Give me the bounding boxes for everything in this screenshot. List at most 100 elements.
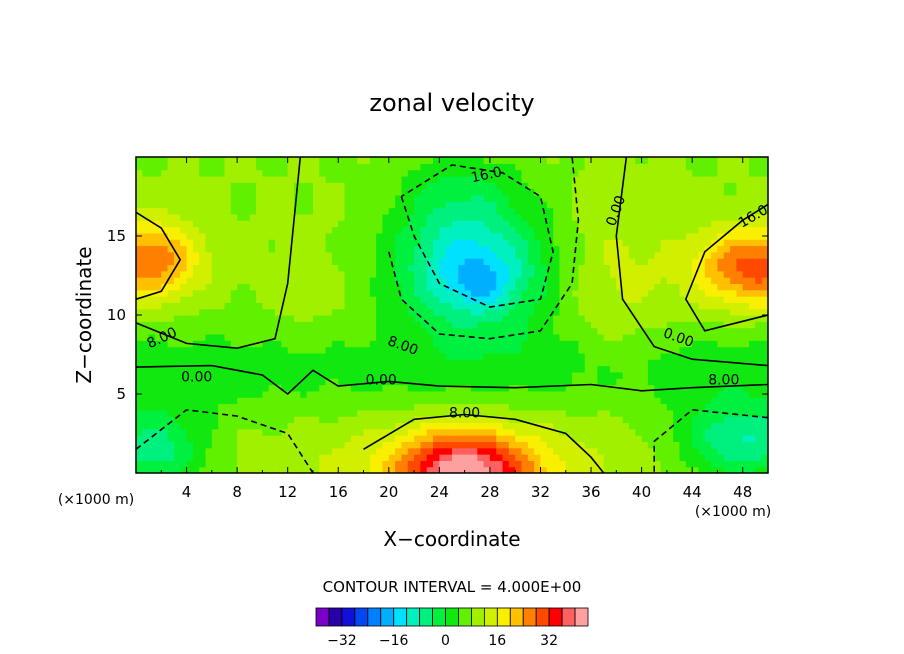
field-cell (559, 321, 567, 329)
field-cell (300, 188, 308, 196)
field-cell (673, 390, 681, 398)
field-cell (521, 365, 529, 373)
field-cell (338, 346, 346, 354)
field-cell (755, 201, 763, 209)
field-cell (218, 435, 226, 442)
field-cell (161, 321, 169, 329)
field-cell (717, 384, 725, 392)
field-cell (205, 371, 213, 379)
field-cell (483, 213, 491, 221)
field-cell (433, 435, 440, 442)
field-cell (521, 201, 529, 209)
field-cell (192, 245, 200, 253)
field-cell (211, 308, 219, 316)
field-cell (199, 245, 207, 253)
field-cell (312, 213, 320, 221)
field-cell (521, 220, 529, 228)
field-cell (489, 239, 497, 247)
field-cell (211, 321, 219, 329)
field-cell (749, 157, 756, 164)
field-cell (546, 466, 554, 473)
field-cell (470, 384, 478, 392)
field-cell (755, 245, 763, 253)
field-cell (420, 264, 428, 272)
field-cell (527, 226, 535, 234)
field-cell (565, 397, 573, 405)
field-cell (363, 384, 371, 392)
field-cell (401, 258, 409, 266)
field-cell (534, 333, 542, 341)
field-cell (553, 169, 561, 177)
field-cell (439, 409, 447, 417)
field-cell (294, 270, 301, 278)
field-cell (730, 447, 737, 455)
field-cell (755, 365, 763, 373)
field-cell (388, 251, 396, 259)
field-cell (218, 163, 226, 171)
field-cell (477, 441, 485, 449)
field-cell (477, 359, 485, 367)
field-cell (584, 428, 592, 436)
field-cell (591, 447, 598, 455)
field-cell (635, 416, 643, 424)
field-cell (148, 333, 156, 341)
field-cell (230, 384, 238, 392)
field-cell (433, 403, 440, 411)
field-cell (521, 435, 529, 442)
field-cell (154, 283, 162, 291)
field-cell (395, 346, 403, 354)
field-cell (597, 327, 605, 335)
field-cell (382, 352, 390, 360)
field-cell (717, 175, 725, 183)
field-cell (262, 182, 270, 190)
field-cell (666, 447, 674, 455)
field-cell (249, 460, 257, 468)
field-cell (761, 454, 768, 461)
field-cell (407, 416, 415, 424)
field-cell (325, 258, 333, 266)
field-cell (433, 239, 440, 247)
field-cell (730, 435, 737, 442)
field-cell (357, 245, 365, 253)
field-cell (559, 365, 567, 373)
field-cell (363, 435, 371, 442)
field-cell (439, 397, 447, 405)
field-cell (211, 226, 219, 234)
field-cell (635, 403, 643, 411)
field-cell (230, 302, 238, 310)
field-cell (275, 333, 282, 341)
field-cell (679, 175, 687, 183)
field-cell (730, 409, 737, 417)
field-cell (167, 466, 175, 473)
field-cell (711, 194, 719, 202)
field-cell (761, 422, 768, 430)
field-cell (742, 365, 750, 373)
field-cell (173, 220, 181, 228)
field-cell (641, 466, 649, 473)
field-cell (205, 466, 213, 473)
field-cell (237, 194, 245, 202)
field-cell (578, 403, 586, 411)
field-cell (445, 175, 453, 183)
field-cell (603, 327, 611, 335)
field-cell (180, 428, 188, 436)
field-cell (458, 378, 466, 386)
field-cell (483, 308, 491, 316)
field-cell (294, 239, 301, 247)
field-cell (363, 441, 371, 449)
field-cell (426, 378, 434, 386)
field-cell (578, 454, 586, 461)
field-cell (369, 371, 377, 379)
field-cell (458, 365, 466, 373)
field-cell (414, 428, 421, 436)
field-cell (439, 378, 447, 386)
field-cell (622, 403, 630, 411)
field-cell (654, 441, 662, 449)
field-cell (161, 163, 169, 171)
field-cell (154, 460, 162, 468)
field-cell (534, 188, 542, 196)
field-cell (464, 359, 472, 367)
field-cell (711, 245, 719, 253)
field-cell (306, 333, 314, 341)
